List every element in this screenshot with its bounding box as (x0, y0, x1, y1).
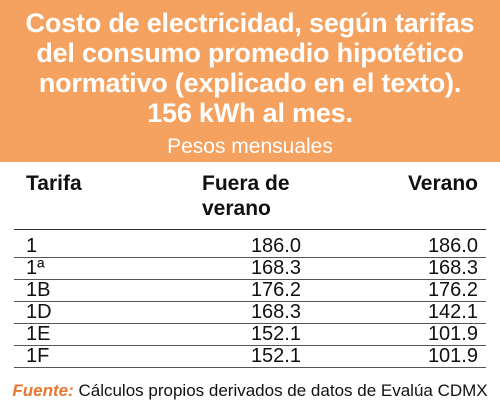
column-header-fuera-de-verano: Fuera de verano (144, 162, 309, 230)
table-row: 1D 168.3 142.1 (14, 301, 486, 324)
cell-fuera-de-verano: 176.2 (144, 279, 309, 302)
cell-verano: 101.9 (309, 323, 486, 346)
cell-tarifa: 1D (14, 301, 144, 324)
table-area: Tarifa Fuera de verano Verano 1 186.0 18… (14, 162, 486, 368)
header-row: Tarifa Fuera de verano Verano (14, 162, 486, 230)
table-body: 1 186.0 186.0 1ª 168.3 168.3 1B 176.2 17… (14, 229, 486, 368)
page-title: Costo de electricidad, según tarifas del… (25, 8, 475, 128)
table-header: Tarifa Fuera de verano Verano (14, 162, 486, 230)
cell-verano: 142.1 (309, 301, 486, 324)
cell-fuera-de-verano: 186.0 (144, 229, 309, 258)
header-banner: Costo de electricidad, según tarifas del… (0, 0, 500, 162)
cell-fuera-de-verano: 152.1 (144, 323, 309, 346)
cell-fuera-de-verano: 168.3 (144, 257, 309, 280)
cell-tarifa: 1 (14, 229, 144, 258)
table-row: 1B 176.2 176.2 (14, 279, 486, 302)
cell-verano: 168.3 (309, 257, 486, 280)
source-label: Fuente: (12, 381, 74, 400)
cell-tarifa: 1B (14, 279, 144, 302)
cell-verano: 186.0 (309, 229, 486, 258)
table-row: 1E 152.1 101.9 (14, 323, 486, 346)
source-text: Cálculos propios derivados de datos de E… (73, 381, 488, 400)
page-subtitle: Pesos mensuales (167, 135, 333, 158)
cell-verano: 176.2 (309, 279, 486, 302)
cell-tarifa: 1E (14, 323, 144, 346)
column-header-verano: Verano (309, 162, 486, 230)
tariff-table: Tarifa Fuera de verano Verano 1 186.0 18… (14, 162, 486, 368)
cell-tarifa: 1F (14, 345, 144, 368)
table-row: 1F 152.1 101.9 (14, 345, 486, 368)
source-note: Fuente: Cálculos propios derivados de da… (0, 380, 500, 402)
cell-fuera-de-verano: 152.1 (144, 345, 309, 368)
cell-fuera-de-verano: 168.3 (144, 301, 309, 324)
cell-tarifa: 1ª (14, 257, 144, 280)
cell-verano: 101.9 (309, 345, 486, 368)
table-row: 1ª 168.3 168.3 (14, 257, 486, 280)
column-header-tarifa: Tarifa (14, 162, 144, 230)
table-row: 1 186.0 186.0 (14, 229, 486, 258)
